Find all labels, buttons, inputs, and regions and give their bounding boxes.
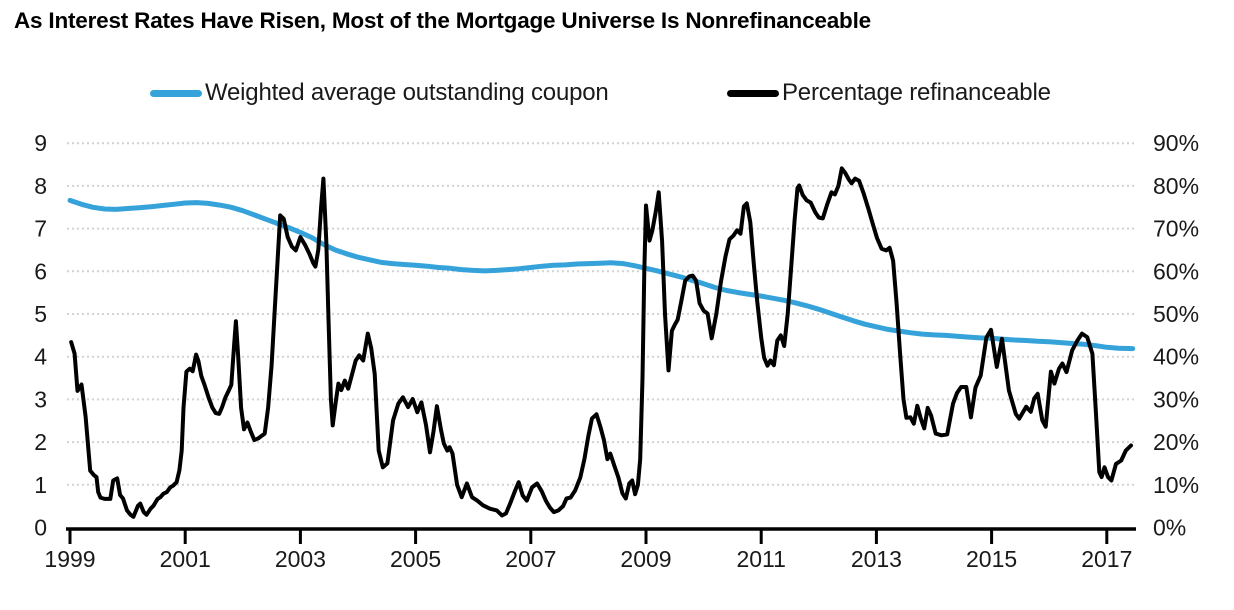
- series-line-refinanceable: [69, 166, 1133, 519]
- left-axis-tick-label: 6: [34, 258, 47, 284]
- right-axis-tick-label: 80%: [1153, 173, 1199, 199]
- x-axis-tick-label: 2007: [505, 546, 556, 572]
- series-line-coupon: [67, 197, 1136, 352]
- refinanceable-line-swatch: [727, 89, 779, 97]
- legend-item-coupon: Weighted average outstanding coupon: [150, 78, 609, 108]
- right-axis-tick-label: 30%: [1153, 386, 1199, 412]
- right-axis-tick-label: 90%: [1153, 130, 1199, 156]
- left-axis-tick-label: 9: [34, 130, 47, 156]
- left-axis-tick-label: 7: [34, 216, 47, 242]
- right-axis-tick-label: 0%: [1153, 515, 1186, 541]
- x-axis-tick-label: 2003: [275, 546, 326, 572]
- legend: Weighted average outstanding coupon Perc…: [0, 78, 1234, 108]
- x-axis-tick-label: 2005: [390, 546, 441, 572]
- left-axis-tick-label: 0: [34, 515, 47, 541]
- x-axis-tick-label: 2013: [851, 546, 902, 572]
- left-axis-tick-label: 5: [34, 301, 47, 327]
- left-axis-tick-label: 3: [34, 386, 47, 412]
- legend-label-refinanceable: Percentage refinanceable: [782, 79, 1051, 106]
- right-axis-tick-label: 40%: [1153, 344, 1199, 370]
- coupon-line-swatch: [150, 89, 202, 97]
- chart-title: As Interest Rates Have Risen, Most of th…: [14, 8, 871, 33]
- right-axis-tick-label: 20%: [1153, 429, 1199, 455]
- legend-label-coupon: Weighted average outstanding coupon: [205, 79, 609, 106]
- legend-item-refinanceable: Percentage refinanceable: [727, 78, 1051, 108]
- right-axis-tick-label: 10%: [1153, 472, 1199, 498]
- x-axis-tick-label: 2011: [736, 546, 785, 572]
- left-axis-tick-label: 8: [34, 173, 47, 199]
- right-axis-tick-label: 70%: [1153, 216, 1199, 242]
- left-axis-tick-label: 2: [34, 429, 47, 455]
- x-axis-tick-label: 2001: [160, 546, 211, 572]
- x-axis-tick-label: 1999: [44, 546, 95, 572]
- left-axis-tick-label: 4: [34, 344, 47, 370]
- right-axis-tick-label: 50%: [1153, 301, 1199, 327]
- right-axis-tick-label: 60%: [1153, 258, 1199, 284]
- x-axis-tick-label: 2009: [620, 546, 671, 572]
- x-axis-tick-label: 2015: [966, 546, 1017, 572]
- x-axis-tick-label: 2017: [1081, 546, 1132, 572]
- left-axis-tick-label: 1: [34, 472, 47, 498]
